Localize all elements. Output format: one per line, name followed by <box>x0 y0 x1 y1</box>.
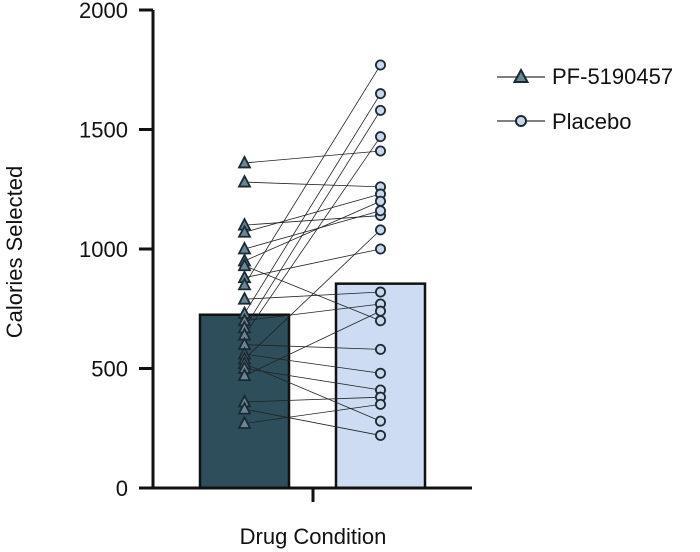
pair-line <box>244 229 381 360</box>
y-tick-label: 1500 <box>79 118 128 143</box>
pair-line <box>244 181 381 188</box>
legend-item-placebo: Placebo <box>497 109 632 134</box>
point-pf-5190457 <box>237 415 252 429</box>
legend-marker-triangle-icon <box>512 67 530 83</box>
point-placebo <box>374 415 386 427</box>
legend: PF-5190457 Placebo <box>497 64 673 134</box>
pair-line <box>244 368 381 391</box>
point-placebo <box>374 398 386 410</box>
pair-line <box>244 344 381 350</box>
point-placebo <box>374 367 386 379</box>
pair-line <box>244 403 381 424</box>
legend-label-placebo: Placebo <box>552 109 632 134</box>
pair-line <box>244 193 381 233</box>
y-tick-label: 0 <box>116 476 128 501</box>
pair-line <box>244 136 381 336</box>
point-placebo <box>374 145 386 157</box>
point-placebo <box>374 104 386 116</box>
point-pf-5190457 <box>237 401 252 415</box>
pair-line <box>244 310 381 377</box>
point-placebo <box>374 286 386 298</box>
point-pf-5190457 <box>237 276 252 291</box>
point-pf-5190457 <box>237 174 252 188</box>
pair-line <box>244 150 381 164</box>
pair-line <box>244 110 381 329</box>
pair-line <box>244 210 381 250</box>
point-placebo <box>374 305 386 317</box>
pair-line <box>244 353 381 374</box>
point-placebo <box>374 343 386 355</box>
pair-line <box>244 396 381 403</box>
pair-line <box>244 408 381 436</box>
pair-line <box>244 363 381 422</box>
legend-marker-circle-icon <box>515 115 527 127</box>
pair-line <box>244 215 381 226</box>
pair-line <box>244 291 381 300</box>
pair-line <box>244 93 381 314</box>
point-placebo <box>374 224 386 236</box>
y-tick-label: 2000 <box>79 0 128 23</box>
x-axis-label: Drug Condition <box>240 524 387 549</box>
y-axis-label: Calories Selected <box>2 166 27 338</box>
pair-line <box>244 64 381 286</box>
y-tick-label: 1000 <box>79 237 128 262</box>
pair-line <box>244 265 381 322</box>
legend-label-pf: PF-5190457 <box>552 64 673 89</box>
pair-line <box>244 200 381 262</box>
point-pf-5190457 <box>237 224 252 238</box>
point-placebo <box>374 205 386 217</box>
point-pf-5190457 <box>237 155 252 169</box>
point-placebo <box>374 131 386 143</box>
point-pf-5190457 <box>237 291 252 305</box>
point-placebo <box>374 315 386 327</box>
y-tick-label: 500 <box>91 357 128 382</box>
point-pf-5190457 <box>237 367 252 382</box>
pair-line <box>244 248 381 279</box>
pair-line <box>244 303 381 322</box>
point-placebo <box>374 88 386 100</box>
legend-item-pf-5190457: PF-5190457 <box>497 64 673 89</box>
point-placebo <box>374 243 386 255</box>
point-placebo <box>374 195 386 207</box>
point-placebo <box>374 429 386 441</box>
point-placebo <box>374 59 386 71</box>
